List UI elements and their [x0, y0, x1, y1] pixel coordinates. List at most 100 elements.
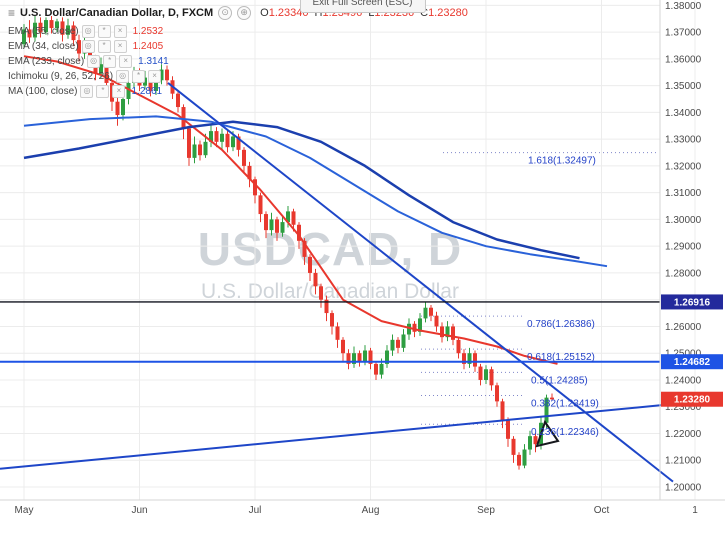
ema-233-line	[23, 120, 580, 260]
exit-fullscreen-button[interactable]: Exit Full Screen (ESC)	[299, 0, 426, 13]
price-badge-value: 1.26916	[674, 297, 711, 308]
visibility-icon[interactable]: ◎	[81, 25, 95, 38]
open-pair: O 1.23340	[260, 7, 308, 19]
price-axis-label: 1.34000	[665, 108, 702, 119]
price-axis-label: 1.24000	[665, 375, 702, 386]
menu-icon[interactable]: ≡	[8, 6, 16, 20]
price-badge[interactable]	[661, 294, 723, 310]
settings-icon[interactable]: *	[132, 70, 146, 83]
info-icon[interactable]: ⊙	[218, 6, 233, 20]
time-axis-label: Jun	[131, 505, 147, 516]
settings-icon[interactable]: *	[97, 25, 111, 38]
settings-icon[interactable]: *	[97, 40, 111, 53]
time-axis-label: 1	[692, 505, 698, 516]
price-axis-label: 1.22000	[665, 429, 702, 440]
price-axis-label: 1.30000	[665, 215, 702, 226]
price-axis-label: 1.21000	[665, 456, 702, 467]
open-label: O	[260, 7, 269, 19]
time-axis[interactable]: May Jun Jul Aug Sep Oct 1	[0, 499, 725, 516]
indicator-value: 1.2405	[132, 41, 164, 52]
time-axis-label: Sep	[477, 505, 495, 516]
horizontal-lines[interactable]	[0, 301, 660, 363]
compare-icon[interactable]: ⊕	[237, 6, 252, 20]
indicator-value: 1.2861	[131, 86, 163, 97]
low-label: L	[368, 7, 375, 19]
fib-label: 0.236(1.22346)	[531, 427, 599, 438]
price-axis-label: 1.25000	[665, 349, 702, 360]
price-badge[interactable]	[661, 354, 723, 370]
fib-label: 0.618(1.25152)	[527, 352, 595, 363]
indicator-row: EMA (233, close) ◎ * × 1.3141	[8, 54, 169, 69]
indicator-label[interactable]: EMA (34, close)	[8, 41, 79, 52]
ascending-trendline[interactable]	[0, 403, 674, 470]
time-axis-label: May	[15, 505, 34, 516]
price-axis-label: 1.35000	[665, 81, 702, 92]
fib-label: 0.786(1.26386)	[527, 319, 595, 330]
indicator-label[interactable]: EMA (233, close)	[8, 56, 85, 67]
symbol-title[interactable]: U.S. Dollar/Canadian Dollar, D, FXCM	[20, 7, 214, 19]
indicator-row: EMA (55, close) ◎ * × 1.2532	[8, 24, 169, 39]
indicator-label[interactable]: MA (100, close)	[8, 86, 78, 97]
close-icon[interactable]: ×	[119, 55, 133, 68]
visibility-icon[interactable]: ◎	[80, 85, 94, 98]
price-axis-label: 1.37000	[665, 28, 702, 39]
settings-icon[interactable]: *	[103, 55, 117, 68]
indicator-row: Ichimoku (9, 26, 52, 26) ◎ * ×	[8, 69, 169, 84]
ma-100-line	[23, 115, 608, 268]
visibility-icon[interactable]: ◎	[87, 55, 101, 68]
indicator-label[interactable]: Ichimoku (9, 26, 52, 26)	[8, 71, 114, 82]
time-axis-label: Aug	[362, 505, 380, 516]
indicator-value: 1.2532	[132, 26, 164, 37]
triangle-drawing[interactable]	[535, 419, 560, 448]
indicator-row: EMA (34, close) ◎ * × 1.2405	[8, 39, 169, 54]
close-icon[interactable]: ×	[148, 70, 162, 83]
watermark-title: U.S. Dollar/Canadian Dollar	[201, 280, 459, 303]
price-badge-value: 1.23280	[674, 395, 711, 406]
price-axis-label: 1.28000	[665, 268, 702, 279]
price-axis-label: 1.31000	[665, 188, 702, 199]
close-icon[interactable]: ×	[113, 40, 127, 53]
fib-label: 0.382(1.23419)	[531, 399, 599, 410]
fib-label: 0.5(1.24285)	[531, 375, 588, 386]
candles	[22, 16, 554, 470]
trendlines[interactable]	[0, 82, 674, 483]
visibility-icon[interactable]: ◎	[116, 70, 130, 83]
indicator-row: MA (100, close) ◎ * × 1.2861	[8, 84, 169, 99]
indicator-value: 1.3141	[138, 56, 169, 67]
price-badge[interactable]	[661, 391, 723, 407]
ema-55-line	[23, 55, 558, 365]
close-icon[interactable]: ×	[112, 85, 126, 98]
close-label: C	[420, 7, 429, 19]
price-axis-label: 1.29000	[665, 242, 702, 253]
fib-retracement[interactable]	[421, 152, 659, 425]
descending-trendline[interactable]	[167, 82, 674, 483]
fib-labels: 1.618(1.32497) 0.786(1.26386) 0.618(1.2515…	[527, 156, 599, 439]
price-axis-label: 1.38000	[665, 1, 702, 12]
watermark: USDCAD, D U.S. Dollar/Canadian Dollar	[0, 222, 660, 304]
indicator-legend: EMA (55, close) ◎ * × 1.2532 EMA (34, close) ◎…	[8, 24, 169, 99]
price-axis-label: 1.26000	[665, 322, 702, 333]
high-label: H	[314, 7, 323, 19]
visibility-icon[interactable]: ◎	[81, 40, 95, 53]
price-axis[interactable]: 1.38000 1.37000 1.36000 1.35000 1.34000 1.330…	[659, 0, 702, 500]
price-axis-label: 1.33000	[665, 135, 702, 146]
time-axis-label: Oct	[594, 505, 610, 516]
price-axis-label: 1.32000	[665, 161, 702, 172]
price-badge-value: 1.24682	[674, 357, 711, 368]
price-axis-label: 1.20000	[665, 482, 702, 493]
close-icon[interactable]: ×	[113, 25, 127, 38]
time-axis-label: Jul	[249, 505, 262, 516]
close-value: 1.23280	[428, 7, 468, 19]
moving-averages	[23, 55, 608, 365]
fib-label: 1.618(1.32497)	[528, 156, 596, 167]
settings-icon[interactable]: *	[96, 85, 110, 98]
indicator-label[interactable]: EMA (55, close)	[8, 26, 79, 37]
watermark-symbol: USDCAD, D	[197, 223, 463, 275]
price-axis-label: 1.23000	[665, 402, 702, 413]
close-pair: C 1.23280	[420, 7, 468, 19]
price-badges[interactable]: 1.26916 1.24682 1.23280	[661, 294, 723, 407]
price-axis-label: 1.36000	[665, 54, 702, 65]
open-value: 1.23340	[268, 7, 309, 19]
